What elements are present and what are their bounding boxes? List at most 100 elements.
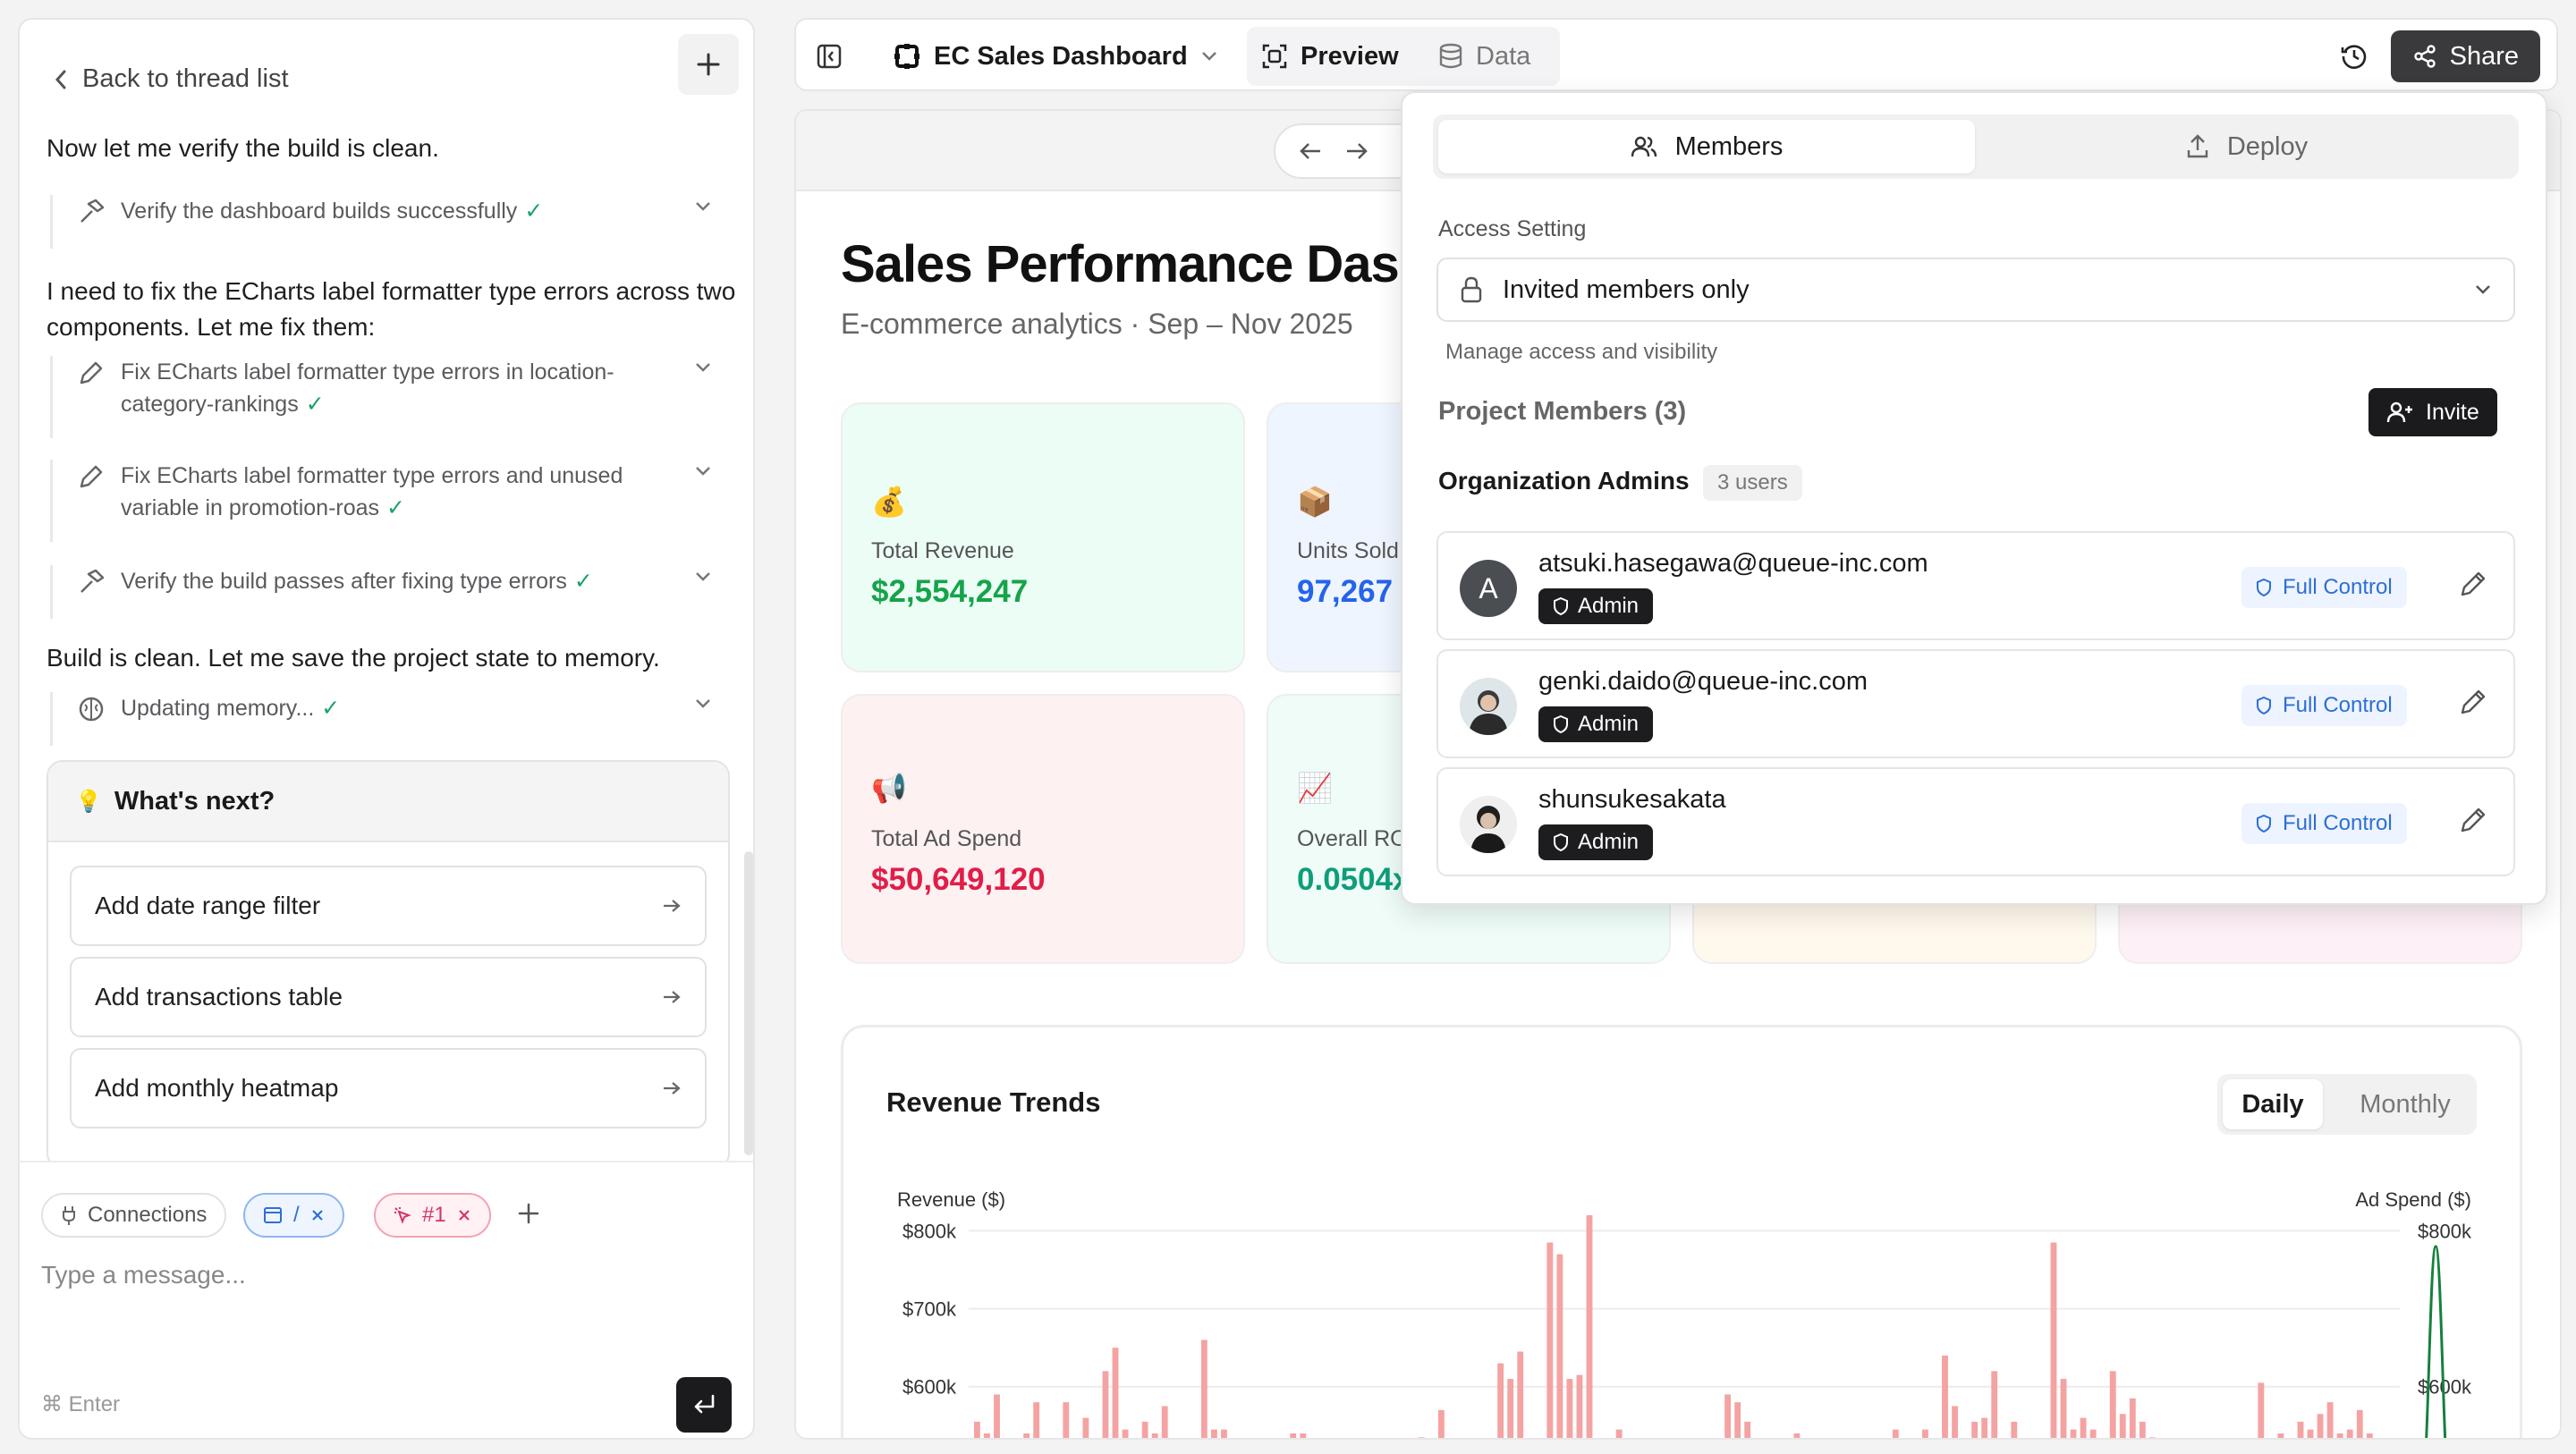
suggestion-item[interactable]: Add monthly heatmap (70, 1048, 707, 1129)
cursor-click-icon (394, 1206, 411, 1224)
bar (1566, 1379, 1573, 1438)
history-button[interactable] (2340, 30, 2368, 82)
kpi-label: Total Revenue (871, 538, 1014, 563)
money-bag-icon: 💰 (871, 486, 907, 518)
role-label: Admin (1578, 594, 1640, 618)
context-label: / (293, 1203, 300, 1227)
arrow-left-icon[interactable] (1299, 141, 1322, 161)
tool-call-row[interactable]: Fix ECharts label formatter type errors … (50, 356, 721, 438)
toggle-monthly[interactable]: Monthly (2360, 1089, 2451, 1119)
check-icon: ✓ (321, 696, 341, 721)
permission-badge[interactable]: Full Control (2241, 685, 2407, 726)
chevron-down-icon[interactable] (694, 465, 712, 478)
back-label: Back to thread list (82, 64, 289, 93)
pencil-icon (2458, 687, 2488, 717)
close-icon[interactable] (310, 1208, 325, 1222)
project-switcher[interactable]: EC Sales Dashboard (893, 30, 1218, 82)
tab-data[interactable]: Data (1438, 30, 1530, 82)
share-button[interactable]: Share (2390, 30, 2540, 82)
kpi-value: $2,554,247 (871, 574, 1029, 609)
tool-call-row[interactable]: Verify the dashboard builds successfully… (50, 195, 721, 249)
brain-icon (78, 696, 105, 723)
tab-members-label: Members (1674, 131, 1784, 161)
chevron-down-icon[interactable] (694, 200, 712, 213)
y-tick-label: $700k (902, 1298, 957, 1321)
close-icon[interactable] (457, 1208, 471, 1222)
suggestion-item[interactable]: Add transactions table (70, 957, 707, 1037)
bar (1122, 1429, 1129, 1438)
tab-preview[interactable]: Preview (1247, 27, 1560, 86)
connections-chip[interactable]: Connections (41, 1193, 227, 1238)
arrow-right-icon[interactable] (1345, 141, 1368, 161)
permission-badge[interactable]: Full Control (2241, 567, 2407, 608)
bar (1161, 1406, 1168, 1438)
bar (2297, 1421, 2304, 1438)
toggle-sidebar-button[interactable] (816, 30, 843, 82)
tab-members[interactable]: Members (1438, 120, 1975, 173)
add-context-button[interactable] (517, 1202, 540, 1225)
permission-badge[interactable]: Full Control (2241, 803, 2407, 844)
edit-member-button[interactable] (2458, 687, 2488, 717)
new-thread-button[interactable] (678, 34, 739, 95)
kpi-value: 0.0504x (1297, 862, 1411, 897)
chat-message: I need to fix the ECharts label formatte… (47, 277, 736, 341)
shield-icon (2256, 814, 2272, 833)
edit-member-button[interactable] (2458, 569, 2488, 599)
chevron-down-icon (1200, 50, 1218, 63)
back-to-thread-list-link[interactable]: Back to thread list (54, 64, 289, 94)
plus-icon (697, 53, 720, 76)
y2-tick-label: $600k (2418, 1376, 2472, 1399)
bar (1211, 1429, 1217, 1438)
bar (2109, 1371, 2116, 1438)
bar (1300, 1433, 1307, 1438)
selection-chip[interactable]: #1 (374, 1193, 491, 1238)
share-icon (2412, 44, 2437, 69)
kpi-card-total-revenue: 💰 Total Revenue $2,554,247 (841, 402, 1245, 672)
lock-icon (1460, 276, 1483, 303)
role-badge: Admin (1538, 706, 1654, 742)
tool-label: Fix ECharts label formatter type errors … (121, 359, 614, 417)
arrow-right-icon (662, 898, 682, 914)
bar (1418, 1437, 1425, 1438)
bar (1063, 1402, 1070, 1438)
chevron-down-icon[interactable] (694, 697, 712, 710)
kpi-label: Overall RO (1297, 826, 1408, 851)
chevron-down-icon[interactable] (694, 361, 712, 374)
bar (1517, 1351, 1524, 1438)
revenue-chart: Revenue ($)Ad Spend ($)$800k$700k$600k$5… (897, 1188, 2472, 1438)
suggestion-item[interactable]: Add date range filter (70, 866, 707, 946)
context-chip[interactable]: / (243, 1193, 344, 1238)
chat-scrollbar[interactable] (744, 851, 753, 1155)
suggestion-label: Add transactions table (95, 983, 343, 1010)
message-input[interactable]: Type a message... (41, 1261, 246, 1289)
check-icon: ✓ (573, 569, 593, 594)
bar (2336, 1433, 2343, 1438)
send-button[interactable] (676, 1377, 732, 1433)
arrow-right-icon (662, 989, 682, 1005)
bar (2089, 1429, 2097, 1438)
tool-call-row[interactable]: Verify the build passes after fixing typ… (50, 565, 721, 619)
tab-deploy[interactable]: Deploy (1979, 120, 2515, 173)
check-icon: ✓ (386, 495, 405, 520)
bar (2050, 1242, 2057, 1438)
shield-icon (1553, 833, 1569, 852)
top-bar: EC Sales Dashboard Preview Data Share (794, 18, 2558, 91)
edit-member-button[interactable] (2458, 805, 2488, 835)
tool-call-row[interactable]: Fix ECharts label formatter type errors … (50, 460, 721, 542)
access-setting-select[interactable]: Invited members only (1436, 258, 2515, 322)
bar (1991, 1371, 1998, 1438)
permission-label: Full Control (2283, 811, 2393, 835)
bar (984, 1433, 990, 1438)
shield-icon (2256, 696, 2272, 715)
invite-button[interactable]: Invite (2368, 388, 2497, 436)
bar (2277, 1433, 2284, 1438)
org-admins-count: 3 users (1703, 465, 1802, 501)
whats-next-header: 💡 What's next? (48, 762, 728, 842)
bar (994, 1394, 1000, 1438)
bar (2307, 1429, 2314, 1438)
tool-call-row[interactable]: Updating memory... ✓ (50, 692, 721, 746)
project-logo-icon (893, 42, 921, 71)
toggle-daily[interactable]: Daily (2223, 1079, 2323, 1129)
tool-label: Updating memory... (121, 696, 315, 721)
chevron-down-icon[interactable] (694, 571, 712, 583)
